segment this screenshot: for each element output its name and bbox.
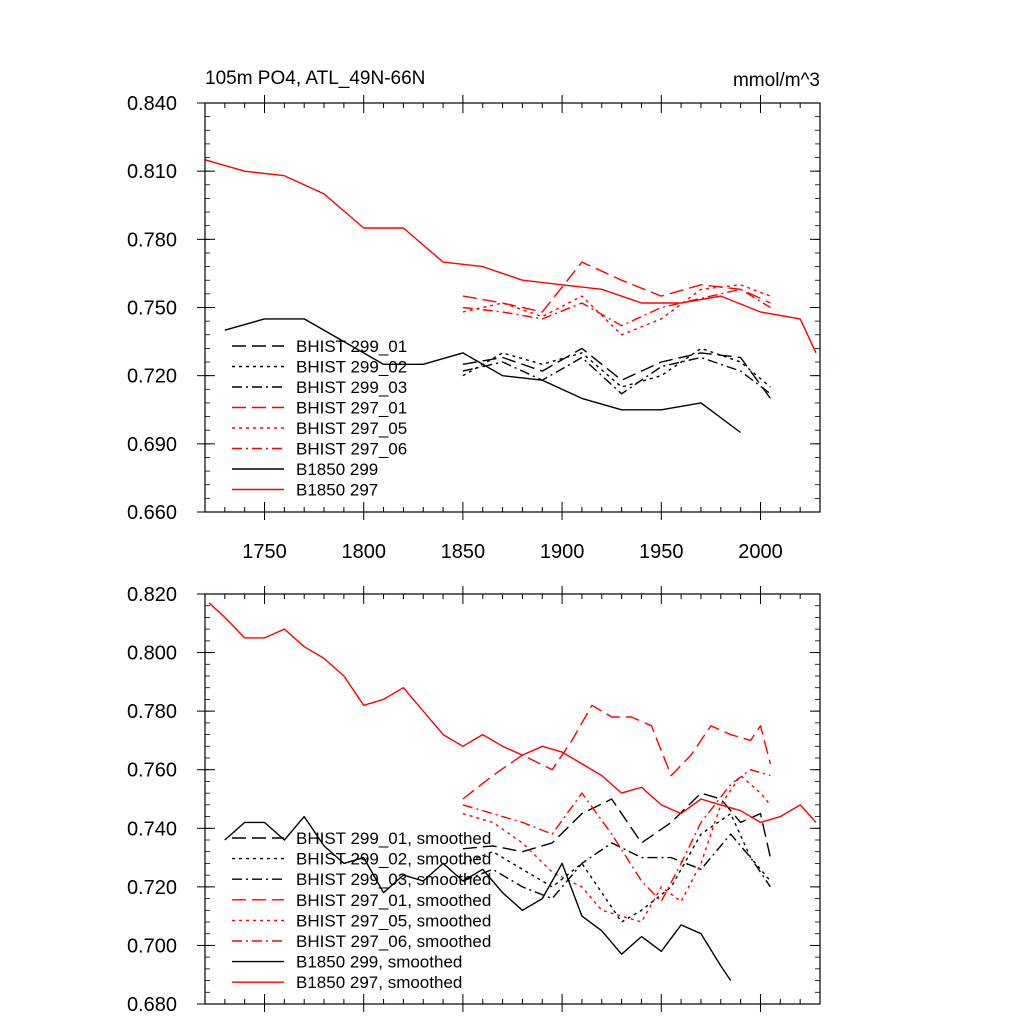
legend-label: BHIST 297_01, smoothed bbox=[296, 891, 491, 910]
y-tick-label: 0.840 bbox=[127, 93, 177, 115]
bottom-series-group bbox=[208, 602, 817, 981]
top-y-tick-labels: 0.660 0.690 0.720 0.750 0.780 0.810 0.840 bbox=[127, 93, 177, 524]
series-line bbox=[462, 347, 771, 388]
y-tick-label: 0.680 bbox=[127, 994, 177, 1016]
y-tick-label: 0.660 bbox=[127, 502, 177, 524]
legend-label: BHIST 299_01 bbox=[296, 337, 407, 356]
top-chart-units: mmol/m^3 bbox=[733, 70, 820, 91]
y-tick-label: 0.750 bbox=[127, 298, 177, 320]
y-tick-label: 0.810 bbox=[127, 161, 177, 183]
top-panel: 105m PO4, ATL_49N-66N mmol/m^3 0.660 0.69… bbox=[127, 68, 821, 563]
series-line bbox=[462, 284, 771, 336]
legend-label: B1850 297, smoothed bbox=[296, 973, 462, 992]
y-tick-label: 0.780 bbox=[127, 701, 177, 723]
legend-label: BHIST 297_06 bbox=[296, 440, 407, 459]
legend-label: BHIST 297_05 bbox=[296, 419, 407, 438]
x-tick-label: 2000 bbox=[738, 541, 783, 563]
y-tick-label: 0.800 bbox=[127, 643, 177, 665]
series-line bbox=[224, 318, 742, 434]
series-line bbox=[462, 833, 771, 900]
y-tick-label: 0.780 bbox=[127, 229, 177, 251]
x-tick-label: 1950 bbox=[639, 541, 684, 563]
legend-label: BHIST 299_01, smoothed bbox=[296, 829, 491, 848]
x-tick-label: 1750 bbox=[242, 541, 287, 563]
legend-label: BHIST 299_02 bbox=[296, 358, 407, 377]
y-tick-label: 0.720 bbox=[127, 877, 177, 899]
x-tick-label: 1800 bbox=[341, 541, 386, 563]
legend-label: B1850 299, smoothed bbox=[296, 953, 462, 972]
legend-label: BHIST 299_02, smoothed bbox=[296, 850, 491, 869]
y-tick-label: 0.690 bbox=[127, 434, 177, 456]
legend-label: BHIST 297_05, smoothed bbox=[296, 911, 491, 930]
x-tick-label: 1900 bbox=[540, 541, 585, 563]
y-tick-label: 0.760 bbox=[127, 760, 177, 782]
top-chart-title: 105m PO4, ATL_49N-66N bbox=[205, 68, 425, 89]
series-line bbox=[462, 774, 771, 923]
bottom-panel: 0.680 0.700 0.720 0.740 0.760 0.780 0.800 0.820… bbox=[127, 584, 821, 1016]
bottom-plot-frame bbox=[204, 593, 821, 1005]
series-line bbox=[462, 812, 771, 923]
legend-label: B1850 297 bbox=[296, 481, 378, 500]
bottom-tick-marks bbox=[197, 586, 821, 1012]
bottom-legend: BHIST 299_01, smoothed BHIST 299_02, smoo… bbox=[232, 829, 491, 992]
series-line bbox=[462, 792, 772, 858]
series-line bbox=[462, 356, 771, 395]
top-series-group bbox=[204, 159, 817, 434]
series-line bbox=[462, 769, 771, 903]
series-line bbox=[462, 261, 771, 313]
x-tick-label: 1850 bbox=[441, 541, 486, 563]
series-line bbox=[224, 815, 732, 981]
series-line bbox=[208, 602, 817, 824]
legend-label: BHIST 299_03, smoothed bbox=[296, 870, 491, 889]
top-x-tick-labels: 1750 1800 1850 1900 1950 2000 bbox=[242, 541, 782, 563]
legend-label: BHIST 299_03 bbox=[296, 378, 407, 397]
series-line bbox=[462, 347, 771, 399]
y-tick-label: 0.720 bbox=[127, 366, 177, 388]
y-tick-label: 0.820 bbox=[127, 584, 177, 606]
y-tick-label: 0.740 bbox=[127, 818, 177, 840]
series-line bbox=[462, 704, 772, 800]
top-plot-frame bbox=[204, 102, 821, 513]
top-tick-marks bbox=[197, 95, 821, 520]
series-line bbox=[462, 288, 771, 327]
series-line bbox=[204, 159, 817, 354]
legend-label: BHIST 297_01 bbox=[296, 399, 407, 418]
y-tick-label: 0.700 bbox=[127, 935, 177, 957]
legend-label: BHIST 297_06, smoothed bbox=[296, 932, 491, 951]
bottom-y-tick-labels: 0.680 0.700 0.720 0.740 0.760 0.780 0.800 0.820 bbox=[127, 584, 177, 1016]
legend-label: B1850 299 bbox=[296, 460, 378, 479]
